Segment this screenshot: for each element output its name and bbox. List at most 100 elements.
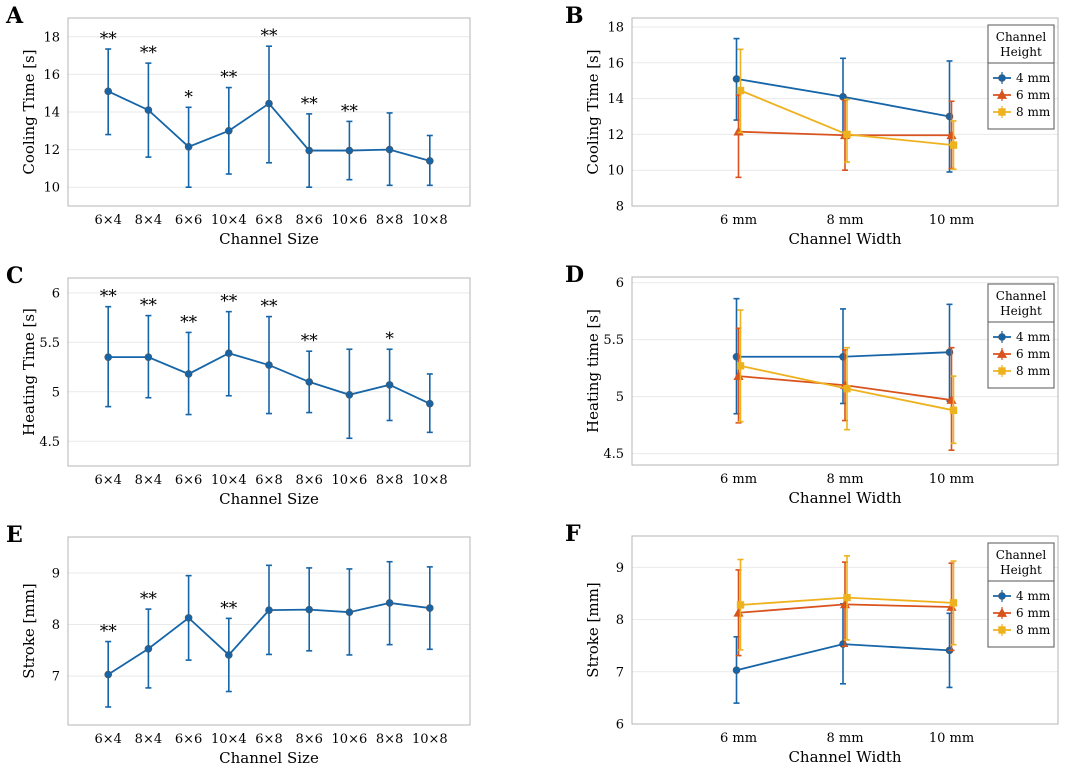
x-tick-label: 10×8 <box>412 732 448 747</box>
x-tick-label: 6×6 <box>175 213 202 228</box>
significance-marker: * <box>385 329 394 349</box>
panel-letter: A <box>5 3 24 29</box>
y-tick-label: 6 <box>616 276 624 291</box>
data-point <box>425 157 434 165</box>
y-axis-label: Cooling Time [s] <box>20 49 38 174</box>
legend-swatch-marker <box>996 607 1008 617</box>
y-tick-label: 16 <box>43 68 60 83</box>
significance-marker: ** <box>341 101 359 121</box>
panel-letter: E <box>6 522 23 548</box>
x-tick-label: 6×6 <box>175 732 202 747</box>
data-point <box>305 378 314 386</box>
panel-letter: C <box>6 263 24 289</box>
legend-label: 6 mm <box>1016 88 1051 102</box>
x-tick-label: 6×8 <box>255 732 282 747</box>
x-tick-label: 8×4 <box>135 213 162 228</box>
legend-swatch-marker <box>996 89 1008 99</box>
x-tick-label: 6 mm <box>720 213 757 228</box>
x-tick-label: 10×8 <box>412 473 448 488</box>
legend-label: 4 mm <box>1016 589 1051 603</box>
significance-marker: ** <box>100 622 118 642</box>
panel-c: C 4.5 5 5.5 6 6×4 8×4 6×6 10×4 6×8 8×6 10×6 8×8 10×8 C… <box>6 263 471 508</box>
x-tick-label: 8×8 <box>376 213 403 228</box>
x-tick-label: 8×8 <box>376 732 403 747</box>
y-tick-label: 9 <box>616 561 624 576</box>
data-point <box>265 606 273 614</box>
plot-frame <box>631 535 1059 725</box>
significance-marker: ** <box>140 589 158 609</box>
plot-frame <box>67 536 471 726</box>
significance-marker: ** <box>301 94 319 114</box>
data-point <box>144 644 153 653</box>
x-tick-label: 6×4 <box>94 213 121 228</box>
panel-a: A 10 12 14 16 18 6×4 8×4 6×6 10×4 6×8 8×6 10×6 8×8 10×… <box>5 3 471 248</box>
significance-marker: ** <box>220 598 238 618</box>
data-point <box>144 353 153 361</box>
legend-title: Height <box>1000 45 1042 59</box>
x-tick-label: 6 mm <box>720 731 757 746</box>
significance-marker: ** <box>180 312 198 332</box>
x-tick-label: 6×4 <box>94 473 121 488</box>
significance-marker: ** <box>140 296 158 316</box>
data-point <box>843 593 851 602</box>
plot-frame <box>67 17 471 207</box>
y-tick-label: 10 <box>43 181 60 196</box>
legend-label: 8 mm <box>1016 623 1051 637</box>
data-point <box>345 146 354 155</box>
plot-frame <box>631 17 1059 207</box>
series-4-mm <box>732 297 954 415</box>
y-axis-label: Cooling Time [s] <box>584 49 602 174</box>
significance-marker: ** <box>100 29 118 49</box>
data-point <box>425 604 434 612</box>
x-tick-label: 6×8 <box>255 473 282 488</box>
x-tick-label: 6×8 <box>255 213 282 228</box>
panel-letter: D <box>565 262 584 288</box>
data-point <box>104 87 112 96</box>
data-point <box>949 599 958 607</box>
panel-f: F 6 7 8 9 6 mm 8 mm 10 mm Channel Width Stroke [m… <box>565 521 1059 766</box>
data-point <box>104 353 112 361</box>
data-point <box>345 390 354 399</box>
series-heating-time <box>104 305 434 440</box>
y-tick-label: 5.5 <box>39 336 60 351</box>
y-tick-label: 4.5 <box>603 447 624 462</box>
series-cooling-time <box>104 45 434 188</box>
data-point <box>736 362 745 370</box>
x-axis-label: Channel Size <box>219 749 319 767</box>
x-tick-label: 10×4 <box>211 473 247 488</box>
y-axis-label: Heating time [s] <box>584 309 602 433</box>
x-tick-label: 8×6 <box>295 473 322 488</box>
significance-marker: ** <box>140 43 158 63</box>
data-point <box>949 406 958 415</box>
data-point <box>265 361 273 369</box>
series-6-mm <box>733 561 957 657</box>
data-point <box>843 130 851 139</box>
significance-marker: ** <box>220 292 238 312</box>
y-tick-label: 7 <box>52 670 60 685</box>
data-point <box>732 666 741 675</box>
legend-label: 4 mm <box>1016 71 1051 85</box>
panel-b: B 8 10 12 14 16 18 6 mm 8 mm 10 mm Channel Width Co… <box>565 3 1059 248</box>
significance-marker: ** <box>100 287 118 307</box>
y-tick-label: 16 <box>607 56 624 71</box>
legend-label: 8 mm <box>1016 105 1051 119</box>
data-point <box>843 384 851 393</box>
y-tick-label: 12 <box>607 128 624 143</box>
x-axis-label: Channel Width <box>788 748 901 766</box>
x-tick-label: 8×4 <box>135 732 162 747</box>
legend-swatch-marker <box>998 626 1006 634</box>
y-axis-label: Stroke [mm] <box>584 582 602 677</box>
data-point <box>265 99 273 108</box>
y-axis-label: Stroke [mm] <box>20 583 38 678</box>
legend-title: Height <box>1000 304 1042 318</box>
legend-swatch-marker <box>996 348 1008 358</box>
x-tick-label: 10×8 <box>412 213 448 228</box>
x-tick-label: 8×4 <box>135 473 162 488</box>
x-tick-label: 6 mm <box>720 472 757 487</box>
y-tick-label: 12 <box>43 143 60 158</box>
x-tick-label: 6×4 <box>94 732 121 747</box>
x-tick-label: 10 mm <box>929 731 974 746</box>
